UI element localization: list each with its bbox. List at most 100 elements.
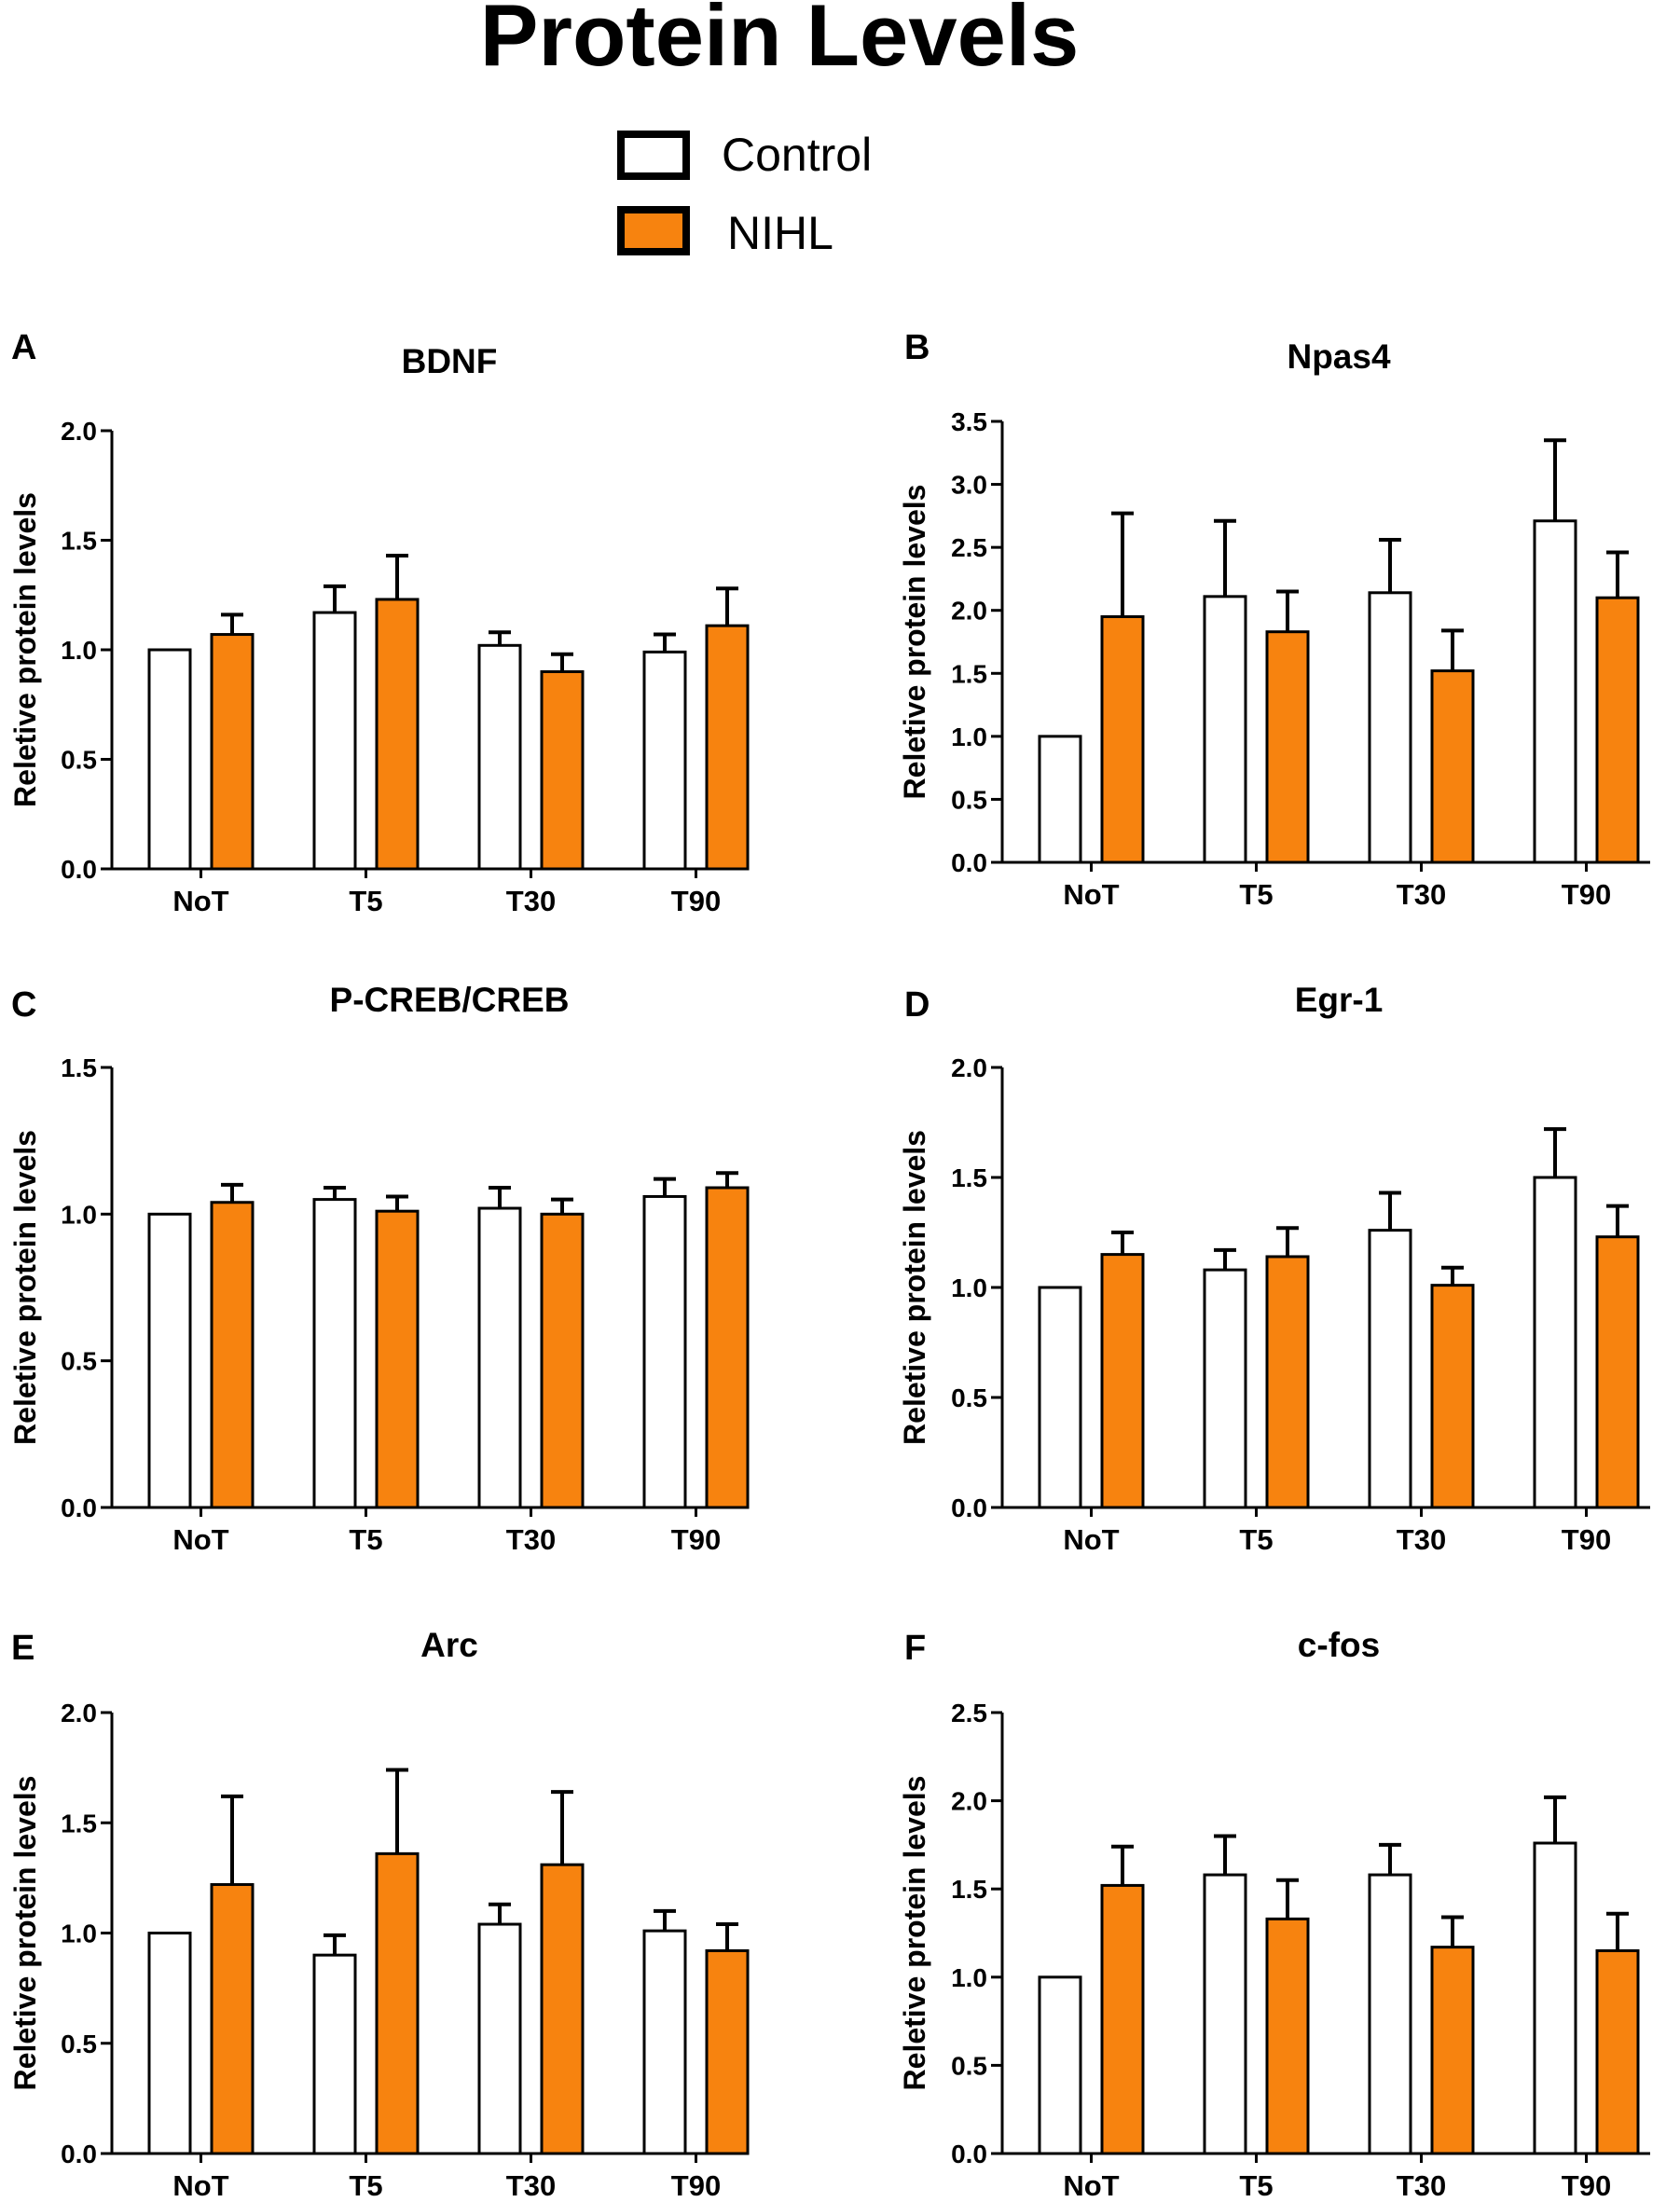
bar-control-t30: [1368, 1873, 1412, 2155]
x-tick-label: NoT: [1063, 2169, 1119, 2202]
y-tick-label: 1.0: [61, 636, 97, 665]
x-tick-label: T30: [1397, 878, 1446, 911]
bar-nihl-not: [1100, 1253, 1145, 1509]
y-tick-label: 3.5: [951, 407, 987, 436]
bar-control-t90: [642, 1194, 687, 1509]
bar-control-not: [1038, 1286, 1082, 1509]
bar-nihl-not: [1100, 1883, 1145, 2155]
legend-swatch-nihl: [617, 206, 690, 255]
legend-label-control: Control: [722, 129, 872, 181]
x-tick-label: T90: [671, 1523, 721, 1556]
panel-c: C P-CREB/CREB Reletive protein levels 0.0 0.…: [8, 981, 750, 1556]
bar-control-t5: [1203, 1268, 1247, 1509]
bar-control-t30: [477, 1206, 522, 1509]
bar-control-t5: [312, 1953, 357, 2155]
bar-nihl-not: [210, 1201, 255, 1509]
y-tick-label: 0.5: [951, 1383, 987, 1412]
y-axis-label: Reletive protein levels: [8, 1776, 42, 2091]
bar-control-t5: [312, 1198, 357, 1509]
x-tick-label: T30: [1397, 1523, 1446, 1556]
y-tick-label: 0.5: [951, 785, 987, 814]
panel-title: BDNF: [402, 342, 498, 380]
legend: Control NIHL: [617, 129, 872, 259]
x-tick-label: T5: [1239, 2169, 1273, 2202]
bar-control-not: [147, 648, 192, 871]
x-tick-label: T5: [1239, 1523, 1273, 1556]
y-tick-label: 0.5: [61, 2030, 97, 2058]
panel-d: D Egr-1 Reletive protein levels 0.0 0.5 1.0 1.…: [898, 981, 1650, 1556]
y-tick-label: 1.0: [951, 1963, 987, 1992]
y-tick-label: 1.0: [61, 1200, 97, 1229]
legend-label-nihl: NIHL: [727, 207, 833, 259]
y-tick-label: 1.5: [61, 527, 97, 556]
bar-control-t90: [1533, 519, 1577, 864]
bar-nihl-t5: [375, 1209, 420, 1509]
x-tick-label: NoT: [1063, 1523, 1119, 1556]
bar-nihl-t5: [1265, 1255, 1310, 1509]
x-tick-label: T5: [349, 1523, 382, 1556]
bar-control-not: [147, 1212, 192, 1509]
bar-control-t30: [1368, 1229, 1412, 1509]
bar-control-not: [147, 1932, 192, 2155]
panel-e: E Arc Reletive protein levels 0.0 0.5 1.0 1.5 2…: [8, 1626, 750, 2202]
y-tick-label: 0.0: [951, 1493, 987, 1522]
x-tick-label: NoT: [172, 2169, 228, 2202]
panel-letter: B: [904, 328, 930, 367]
y-tick-label: 2.0: [61, 1699, 97, 1727]
x-tick-label: T5: [349, 2169, 382, 2202]
bar-nihl-t90: [1595, 596, 1640, 864]
y-tick-label: 0.5: [951, 2051, 987, 2080]
x-tick-label: T5: [349, 885, 382, 917]
bar-nihl-t90: [705, 1186, 750, 1509]
bar-control-t90: [642, 1929, 687, 2155]
bar-nihl-t30: [540, 670, 585, 871]
bar-control-t30: [477, 1922, 522, 2155]
panel-letter: E: [11, 1629, 34, 1668]
y-tick-label: 1.0: [61, 1920, 97, 1948]
bar-nihl-t90: [705, 1948, 750, 2155]
panel-title: Npas4: [1287, 337, 1390, 376]
x-tick-label: T90: [671, 2169, 721, 2202]
panel-title: c-fos: [1298, 1626, 1380, 1664]
x-tick-label: T30: [506, 2169, 556, 2202]
x-tick-label: T30: [506, 1523, 556, 1556]
bar-control-t5: [1203, 595, 1247, 864]
y-tick-label: 1.5: [951, 1875, 987, 1904]
y-tick-label: 1.0: [951, 723, 987, 751]
y-tick-label: 2.0: [951, 1787, 987, 1816]
bar-nihl-t5: [375, 598, 420, 871]
bar-control-t90: [1533, 1176, 1577, 1509]
x-tick-label: T5: [1239, 878, 1273, 911]
bar-nihl-t30: [1430, 1946, 1475, 2155]
x-tick-label: NoT: [172, 1523, 228, 1556]
bar-nihl-t5: [375, 1851, 420, 2155]
y-tick-label: 0.0: [61, 2140, 97, 2168]
panel-title: Egr-1: [1295, 981, 1384, 1019]
y-tick-label: 1.5: [61, 1053, 97, 1082]
panels: A BDNF Reletive protein levels 0.0 0.5 1.0 1.5…: [8, 328, 1650, 2202]
x-tick-label: T30: [1397, 2169, 1446, 2202]
y-tick-label: 1.5: [951, 659, 987, 688]
bar-nihl-t30: [540, 1212, 585, 1509]
legend-swatch-control: [617, 131, 690, 180]
panel-letter: D: [904, 985, 930, 1025]
y-tick-label: 2.0: [951, 597, 987, 626]
bar-nihl-t30: [1430, 669, 1475, 864]
y-axis-label: Reletive protein levels: [898, 1130, 931, 1445]
y-tick-label: 1.5: [61, 1809, 97, 1837]
bar-control-t90: [1533, 1841, 1577, 2155]
y-tick-label: 0.0: [61, 855, 97, 884]
y-tick-label: 2.5: [951, 533, 987, 562]
y-tick-label: 0.5: [61, 1347, 97, 1376]
bar-nihl-t30: [1430, 1284, 1475, 1509]
x-tick-label: T90: [1562, 2169, 1611, 2202]
panel-b: B Npas4 Reletive protein levels 0.0 0.5 1.0 1.…: [898, 328, 1650, 911]
panel-title: Arc: [420, 1626, 478, 1664]
y-tick-label: 0.0: [951, 2140, 987, 2168]
bar-control-not: [1038, 1975, 1082, 2155]
y-tick-label: 3.0: [951, 471, 987, 500]
y-tick-label: 0.5: [61, 746, 97, 775]
bar-control-t5: [312, 611, 357, 871]
